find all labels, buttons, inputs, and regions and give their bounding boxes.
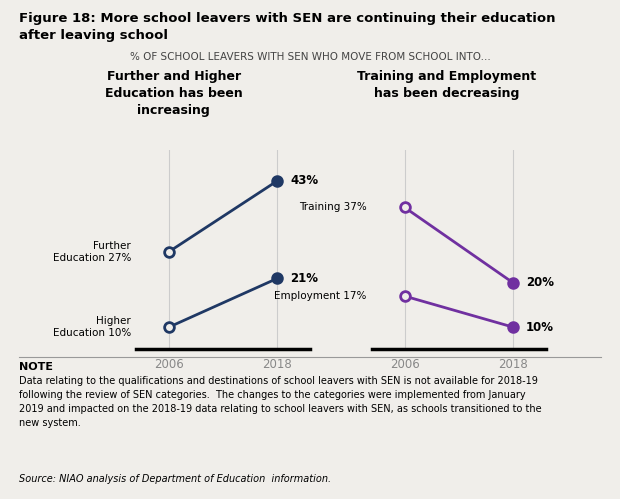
Text: after leaving school: after leaving school [19,29,167,42]
Text: Data relating to the qualifications and destinations of school leavers with SEN : Data relating to the qualifications and … [19,376,541,428]
Text: 21%: 21% [290,272,319,285]
Text: 20%: 20% [526,276,554,289]
Text: Figure 18: More school leavers with SEN are continuing their education: Figure 18: More school leavers with SEN … [19,12,555,25]
Text: Further and Higher
Education has been
increasing: Further and Higher Education has been in… [105,70,242,117]
Text: 10%: 10% [526,321,554,334]
Text: Source: NIAO analysis of Department of Education  information.: Source: NIAO analysis of Department of E… [19,474,330,484]
Text: Further
Education 27%: Further Education 27% [53,241,131,263]
Text: NOTE: NOTE [19,362,53,372]
Text: % OF SCHOOL LEAVERS WITH SEN WHO MOVE FROM SCHOOL INTO...: % OF SCHOOL LEAVERS WITH SEN WHO MOVE FR… [130,52,490,62]
Text: Higher
Education 10%: Higher Education 10% [53,316,131,338]
Text: Training 37%: Training 37% [299,203,366,213]
Text: Employment 17%: Employment 17% [274,291,366,301]
Text: 43%: 43% [290,174,319,187]
Text: Training and Employment
has been decreasing: Training and Employment has been decreas… [357,70,536,100]
